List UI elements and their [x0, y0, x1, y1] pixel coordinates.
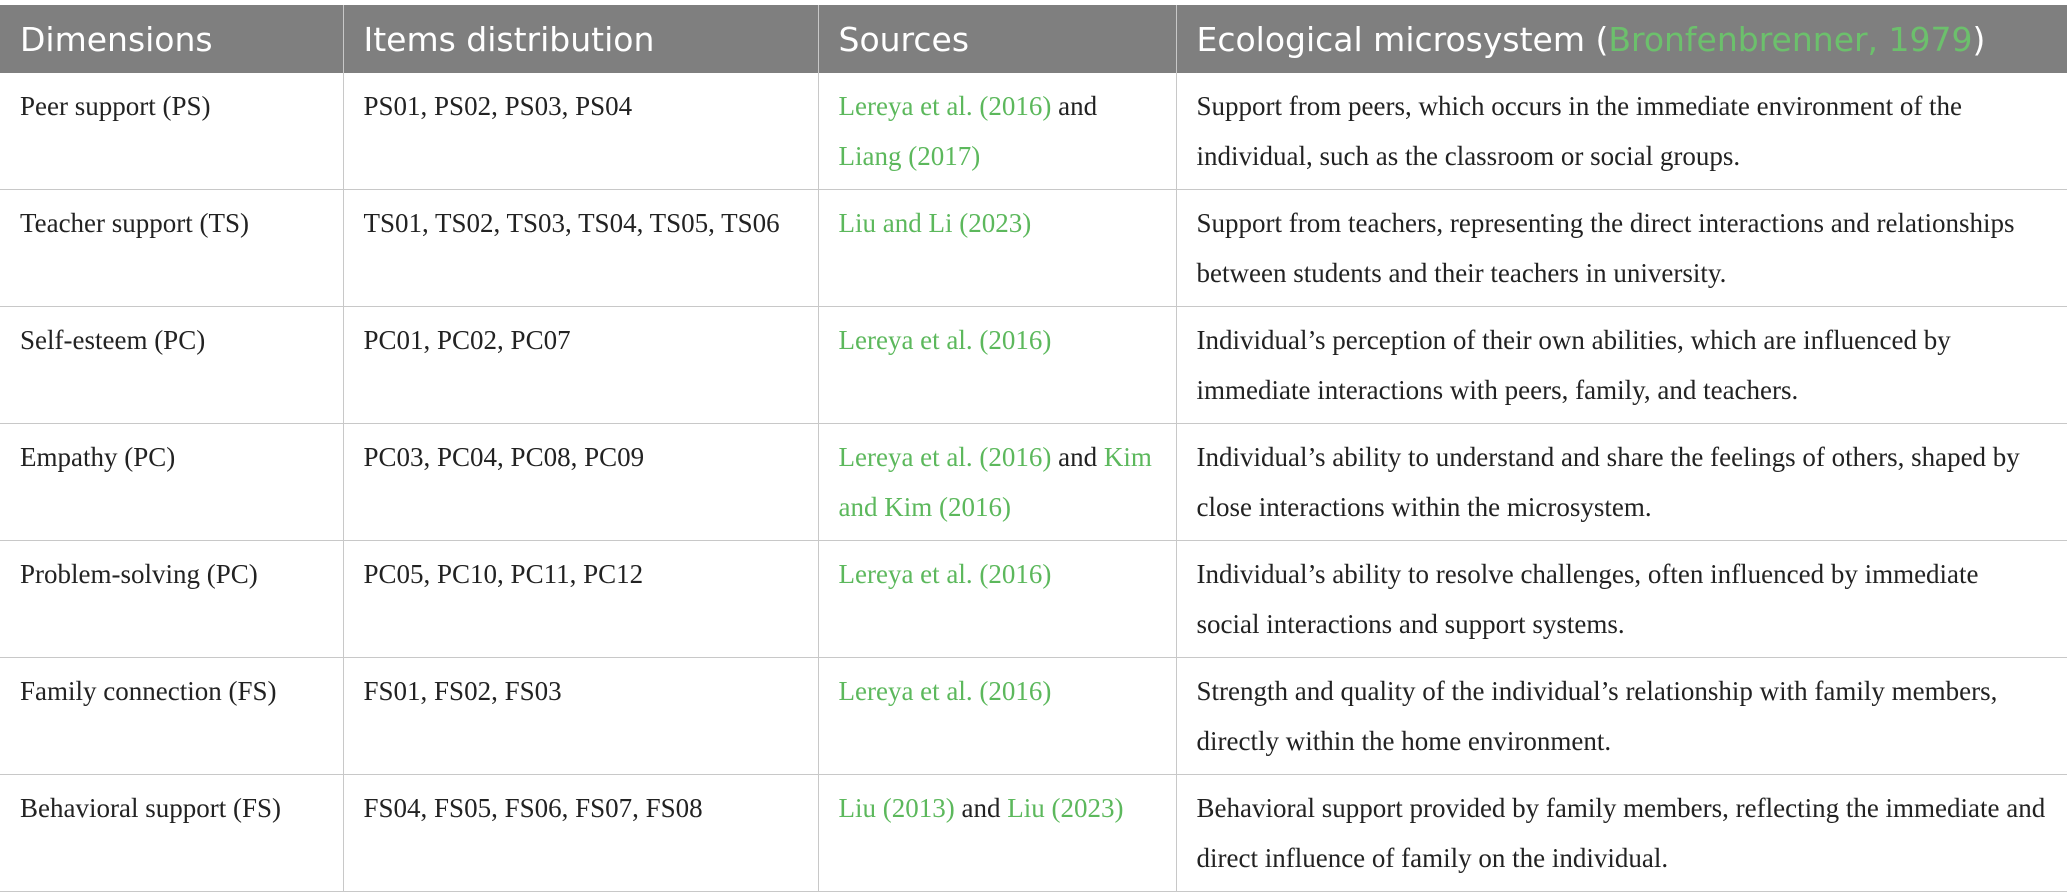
cell-microsystem-description: Individual’s perception of their own abi… — [1176, 306, 2067, 424]
cell-microsystem-description: Strength and quality of the individual’s… — [1176, 657, 2067, 775]
cell-items-distribution: PC03, PC04, PC08, PC09 — [343, 423, 819, 541]
source-reference-link[interactable]: Lereya et al. (2016) — [838, 91, 1052, 121]
cell-sources: Lereya et al. (2016) — [818, 540, 1177, 658]
source-connector-text: and — [954, 793, 1008, 823]
cell-sources: Liu and Li (2023) — [818, 189, 1177, 307]
cell-sources: Liu (2013) and Liu (2023) — [818, 774, 1177, 892]
header-dimensions: Dimensions — [0, 5, 344, 73]
cell-items-distribution: PC05, PC10, PC11, PC12 — [343, 540, 819, 658]
cell-dimension: Self-esteem (PC) — [0, 306, 344, 424]
source-reference-link[interactable]: Liu (2023) — [1007, 793, 1124, 823]
cell-sources: Lereya et al. (2016) and Kim and Kim (20… — [818, 423, 1177, 541]
dimensions-table: Dimensions Items distribution Sources Ec… — [0, 5, 2067, 892]
cell-items-distribution: TS01, TS02, TS03, TS04, TS05, TS06 — [343, 189, 819, 307]
table-body: Peer support (PS) PS01, PS02, PS03, PS04 L… — [0, 73, 2067, 892]
header-row: Dimensions Items distribution Sources Ec… — [0, 5, 2067, 73]
cell-dimension: Family connection (FS) — [0, 657, 344, 775]
table-row: Teacher support (TS) TS01, TS02, TS03, TS… — [0, 189, 2067, 307]
table-row: Empathy (PC) PC03, PC04, PC08, PC09 Lereya… — [0, 423, 2067, 541]
table-row: Self-esteem (PC) PC01, PC02, PC07 Lereya e… — [0, 306, 2067, 424]
source-reference-link[interactable]: Lereya et al. (2016) — [838, 559, 1052, 589]
source-reference-link[interactable]: Liu (2013) — [838, 793, 955, 823]
cell-items-distribution: FS01, FS02, FS03 — [343, 657, 819, 775]
table-row: Family connection (FS) FS01, FS02, FS03 Le… — [0, 657, 2067, 775]
cell-items-distribution: FS04, FS05, FS06, FS07, FS08 — [343, 774, 819, 892]
source-connector-text: and — [1051, 91, 1098, 121]
header-items-distribution: Items distribution — [343, 5, 819, 73]
source-reference-link[interactable]: Lereya et al. (2016) — [838, 442, 1052, 472]
cell-microsystem-description: Support from peers, which occurs in the … — [1176, 73, 2067, 190]
cell-items-distribution: PC01, PC02, PC07 — [343, 306, 819, 424]
table-row: Problem-solving (PC) PC05, PC10, PC11, PC… — [0, 540, 2067, 658]
dimensions-table-container: Dimensions Items distribution Sources Ec… — [0, 5, 2067, 892]
header-microsystem-suffix: ) — [1972, 19, 1986, 59]
table-row: Peer support (PS) PS01, PS02, PS03, PS04 L… — [0, 73, 2067, 190]
cell-dimension: Behavioral support (FS) — [0, 774, 344, 892]
header-ecological-microsystem: Ecological microsystem (Bronfenbrenner, … — [1176, 5, 2067, 73]
cell-sources: Lereya et al. (2016) — [818, 306, 1177, 424]
cell-items-distribution: PS01, PS02, PS03, PS04 — [343, 73, 819, 190]
cell-microsystem-description: Behavioral support provided by family me… — [1176, 774, 2067, 892]
cell-dimension: Peer support (PS) — [0, 73, 344, 190]
cell-microsystem-description: Individual’s ability to resolve challeng… — [1176, 540, 2067, 658]
source-reference-link[interactable]: Kim and Kim (2016) — [838, 442, 1152, 522]
cell-dimension: Teacher support (TS) — [0, 189, 344, 307]
table-header: Dimensions Items distribution Sources Ec… — [0, 5, 2067, 73]
cell-dimension: Empathy (PC) — [0, 423, 344, 541]
source-reference-link[interactable]: Lereya et al. (2016) — [838, 325, 1052, 355]
source-reference-link[interactable]: Liu and Li (2023) — [838, 208, 1032, 238]
header-bronfenbrenner-link[interactable]: Bronfenbrenner, 1979 — [1608, 19, 1973, 59]
source-connector-text: and — [1051, 442, 1104, 472]
header-microsystem-prefix: Ecological microsystem ( — [1196, 19, 1609, 59]
cell-microsystem-description: Individual’s ability to understand and s… — [1176, 423, 2067, 541]
cell-microsystem-description: Support from teachers, representing the … — [1176, 189, 2067, 307]
header-sources: Sources — [818, 5, 1177, 73]
cell-sources: Lereya et al. (2016) and Liang (2017) — [818, 73, 1177, 190]
cell-dimension: Problem-solving (PC) — [0, 540, 344, 658]
source-reference-link[interactable]: Liang (2017) — [838, 141, 981, 171]
cell-sources: Lereya et al. (2016) — [818, 657, 1177, 775]
source-reference-link[interactable]: Lereya et al. (2016) — [838, 676, 1052, 706]
table-row: Behavioral support (FS) FS04, FS05, FS06,… — [0, 774, 2067, 892]
